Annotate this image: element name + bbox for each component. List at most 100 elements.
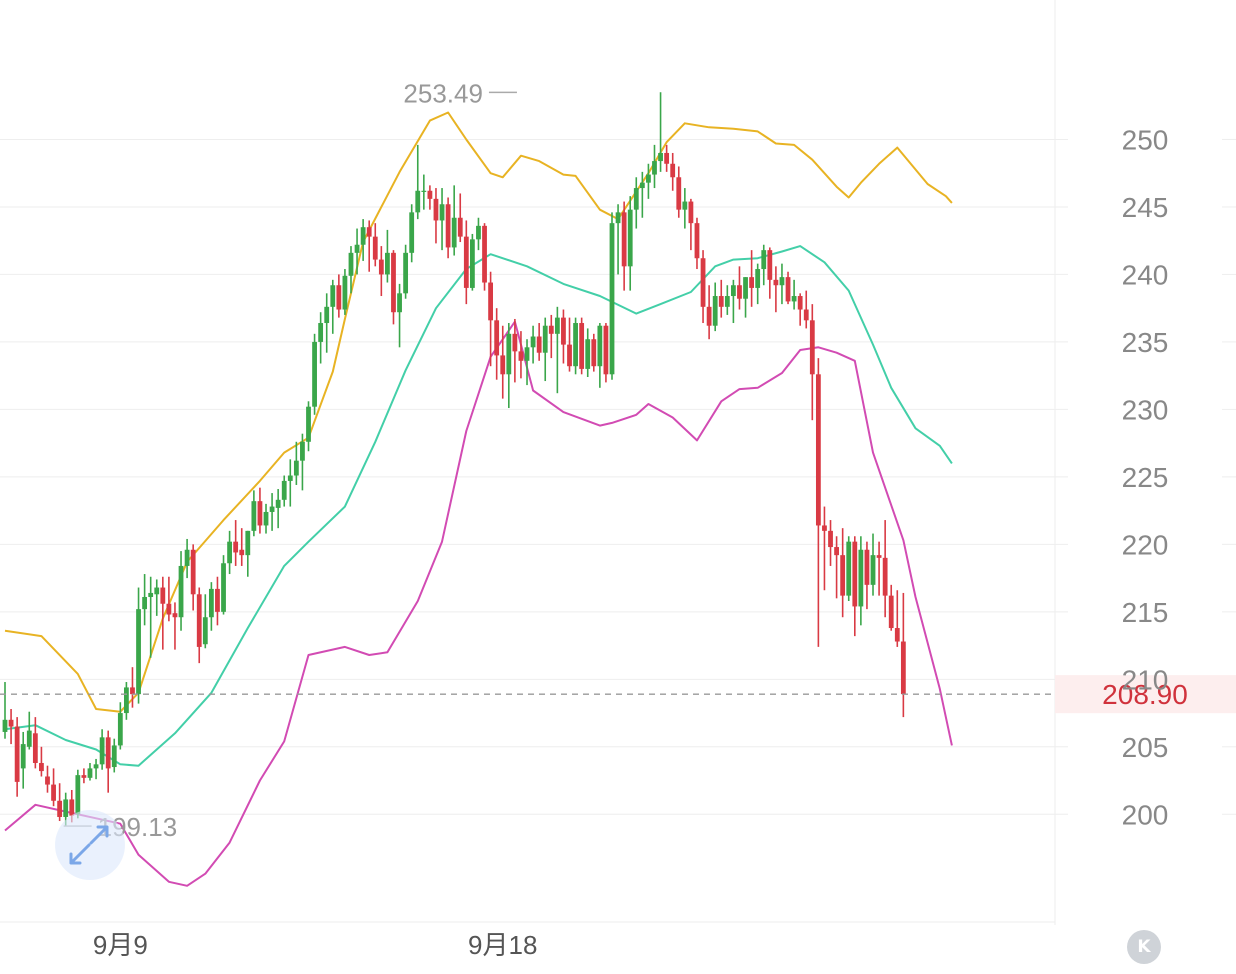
candle[interactable] bbox=[791, 279, 797, 310]
candle[interactable] bbox=[627, 196, 633, 291]
candle[interactable] bbox=[755, 263, 761, 305]
candle[interactable] bbox=[202, 594, 208, 649]
candle[interactable] bbox=[609, 212, 615, 380]
candle[interactable] bbox=[233, 520, 239, 566]
candle[interactable] bbox=[142, 574, 148, 626]
candle[interactable] bbox=[221, 555, 226, 615]
candle[interactable] bbox=[45, 765, 50, 793]
candle[interactable] bbox=[208, 582, 214, 631]
candle[interactable] bbox=[548, 314, 554, 359]
candle[interactable] bbox=[245, 530, 251, 577]
candle[interactable] bbox=[215, 576, 220, 626]
candle[interactable] bbox=[57, 783, 63, 822]
candle[interactable] bbox=[378, 246, 384, 297]
candle[interactable] bbox=[227, 530, 232, 575]
candle[interactable] bbox=[397, 283, 402, 348]
candle[interactable] bbox=[421, 174, 427, 210]
candle[interactable] bbox=[130, 667, 135, 708]
candle[interactable] bbox=[26, 711, 32, 750]
candle[interactable] bbox=[682, 188, 688, 229]
candle[interactable] bbox=[336, 274, 342, 318]
candle[interactable] bbox=[840, 528, 846, 618]
candle[interactable] bbox=[111, 738, 117, 773]
candle[interactable] bbox=[785, 271, 791, 305]
candle[interactable] bbox=[646, 163, 651, 199]
candle[interactable] bbox=[415, 144, 421, 220]
candle[interactable] bbox=[797, 293, 803, 326]
candle[interactable] bbox=[172, 602, 178, 650]
candle[interactable] bbox=[706, 285, 712, 340]
candle[interactable] bbox=[834, 536, 839, 599]
candle[interactable] bbox=[876, 541, 882, 596]
candle[interactable] bbox=[870, 533, 876, 596]
candle[interactable] bbox=[154, 579, 160, 616]
candle[interactable] bbox=[743, 277, 748, 318]
candle[interactable] bbox=[166, 576, 172, 622]
candle[interactable] bbox=[894, 590, 900, 647]
candle[interactable] bbox=[639, 171, 645, 218]
candle[interactable] bbox=[136, 587, 141, 704]
candle[interactable] bbox=[488, 271, 493, 367]
candle[interactable] bbox=[712, 282, 718, 332]
candle[interactable] bbox=[75, 769, 81, 819]
candle[interactable] bbox=[506, 323, 512, 409]
candle[interactable] bbox=[312, 333, 317, 415]
candle[interactable] bbox=[579, 317, 585, 375]
candle[interactable] bbox=[585, 328, 591, 378]
candle[interactable] bbox=[518, 331, 524, 379]
candle[interactable] bbox=[469, 233, 475, 291]
candle[interactable] bbox=[864, 541, 870, 610]
candle[interactable] bbox=[652, 144, 657, 189]
candle[interactable] bbox=[724, 285, 730, 315]
candle[interactable] bbox=[621, 201, 627, 291]
candle[interactable] bbox=[815, 358, 821, 647]
candle[interactable] bbox=[828, 520, 833, 566]
candle[interactable] bbox=[561, 309, 566, 364]
candle[interactable] bbox=[633, 177, 639, 229]
candle[interactable] bbox=[773, 266, 779, 313]
candle[interactable] bbox=[445, 197, 451, 259]
candle[interactable] bbox=[809, 304, 815, 421]
candle[interactable] bbox=[500, 325, 506, 399]
candle[interactable] bbox=[178, 551, 184, 631]
candle[interactable] bbox=[39, 746, 44, 777]
candle[interactable] bbox=[542, 317, 548, 382]
candle[interactable] bbox=[93, 758, 99, 780]
candle[interactable] bbox=[366, 220, 372, 272]
candle[interactable] bbox=[251, 490, 257, 537]
expand-button[interactable] bbox=[55, 810, 125, 880]
candle[interactable] bbox=[688, 198, 694, 251]
candle[interactable] bbox=[287, 459, 293, 507]
candle[interactable] bbox=[372, 223, 378, 267]
candle[interactable] bbox=[900, 592, 906, 718]
candle[interactable] bbox=[767, 247, 773, 299]
candle[interactable] bbox=[779, 263, 785, 305]
candle[interactable] bbox=[512, 318, 518, 383]
candle[interactable] bbox=[32, 717, 38, 769]
candle[interactable] bbox=[433, 188, 439, 244]
candle[interactable] bbox=[427, 185, 433, 210]
candle[interactable] bbox=[494, 308, 500, 380]
k-icon[interactable]: K bbox=[1127, 930, 1161, 964]
candle[interactable] bbox=[330, 279, 336, 334]
candle[interactable] bbox=[124, 682, 129, 720]
candle[interactable] bbox=[463, 220, 469, 305]
candle[interactable] bbox=[536, 323, 542, 361]
candle[interactable] bbox=[603, 323, 609, 383]
candle[interactable] bbox=[300, 433, 305, 491]
candle[interactable] bbox=[761, 244, 767, 286]
candle[interactable] bbox=[664, 144, 670, 172]
candle[interactable] bbox=[275, 489, 281, 529]
candle[interactable] bbox=[148, 576, 154, 658]
candle[interactable] bbox=[196, 587, 202, 664]
candle[interactable] bbox=[81, 768, 87, 784]
candle[interactable] bbox=[888, 584, 894, 631]
candle[interactable] bbox=[293, 441, 299, 485]
candle[interactable] bbox=[99, 729, 105, 770]
candle[interactable] bbox=[360, 219, 366, 261]
candle[interactable] bbox=[354, 228, 360, 275]
candle[interactable] bbox=[597, 323, 603, 388]
candle[interactable] bbox=[184, 538, 190, 579]
candle[interactable] bbox=[482, 223, 487, 291]
candle[interactable] bbox=[269, 493, 275, 531]
